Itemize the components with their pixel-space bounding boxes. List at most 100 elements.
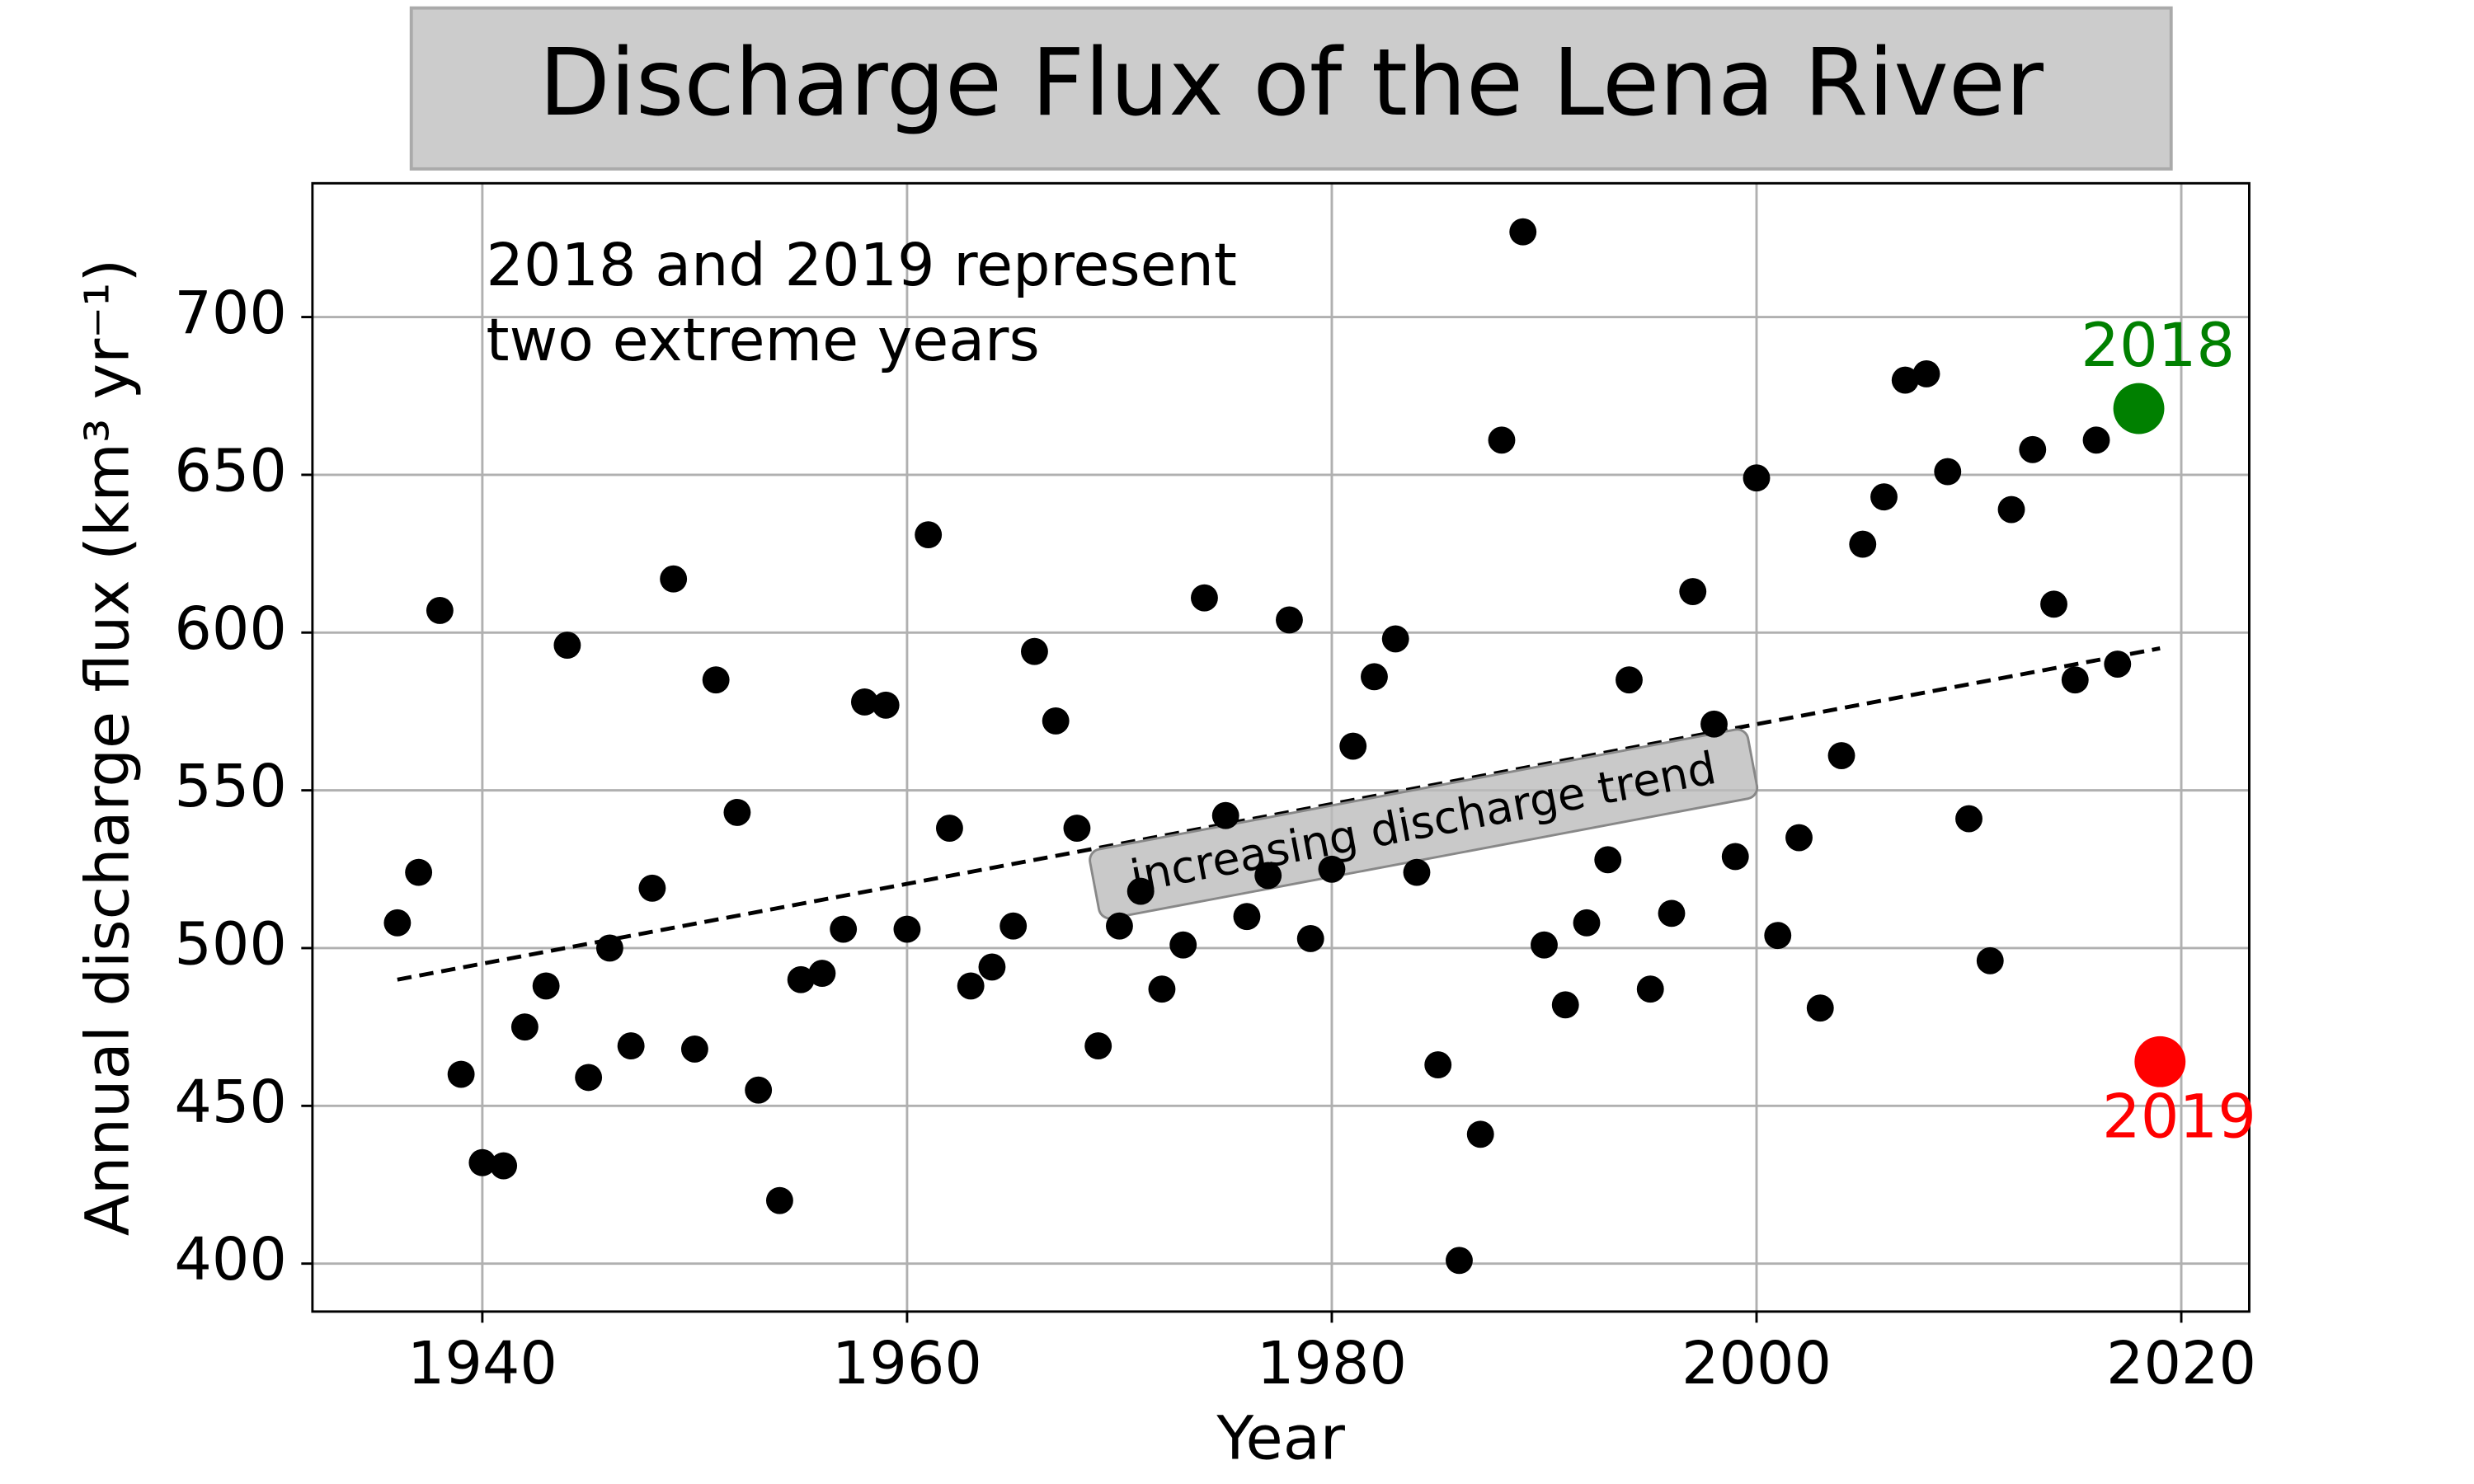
plot-frame xyxy=(311,181,2251,1313)
y-tick-label: 500 xyxy=(174,910,287,979)
data-point xyxy=(1296,925,1324,952)
data-point xyxy=(490,1152,518,1180)
data-point xyxy=(575,1064,603,1092)
data-point xyxy=(1446,1247,1473,1275)
data-point xyxy=(893,915,921,943)
data-point xyxy=(745,1076,773,1104)
data-point xyxy=(405,858,433,886)
y-tick-label: 400 xyxy=(174,1225,287,1294)
data-point xyxy=(723,798,751,826)
data-point xyxy=(2040,590,2067,618)
data-point xyxy=(1042,707,1070,735)
y-tick-label: 600 xyxy=(174,594,287,663)
y-tick-label: 450 xyxy=(174,1068,287,1136)
data-point xyxy=(1976,946,2004,974)
data-point xyxy=(2061,666,2089,694)
data-point xyxy=(830,915,858,943)
data-point xyxy=(978,953,1006,981)
y-tick-label: 650 xyxy=(174,436,287,505)
data-point xyxy=(1148,975,1176,1003)
data-point xyxy=(1636,975,1664,1003)
data-point xyxy=(680,1036,708,1063)
x-tick-label: 1960 xyxy=(832,1329,982,1397)
data-point xyxy=(1934,458,1962,486)
title-box xyxy=(409,6,2173,171)
data-point xyxy=(595,934,623,962)
data-point xyxy=(1381,625,1409,653)
annotation: two extreme years xyxy=(487,306,1040,374)
data-point xyxy=(1063,815,1091,842)
data-point xyxy=(1169,931,1197,959)
data-point xyxy=(1403,858,1431,886)
data-point xyxy=(1466,1120,1494,1148)
trend-label-group: increasing discharge trend xyxy=(1089,728,1759,920)
data-point xyxy=(1806,994,1834,1022)
data-point xyxy=(510,1013,539,1041)
data-point xyxy=(702,666,730,694)
data-point xyxy=(872,691,900,719)
x-tick-label: 1980 xyxy=(1257,1329,1407,1397)
data-point xyxy=(1955,805,1982,833)
data-point xyxy=(1594,846,1622,874)
data-point xyxy=(383,909,412,937)
data-point xyxy=(1700,710,1728,738)
highlight-point xyxy=(2113,383,2165,434)
data-point xyxy=(1191,584,1218,612)
data-point xyxy=(1233,903,1261,931)
data-point xyxy=(1126,877,1155,905)
data-point xyxy=(1488,426,1516,454)
data-point xyxy=(1531,931,1558,959)
data-point xyxy=(2019,435,2047,463)
data-point xyxy=(1276,606,1303,634)
data-point xyxy=(1912,360,1940,387)
data-point xyxy=(787,965,815,993)
data-point xyxy=(1339,732,1367,760)
data-point xyxy=(1021,637,1048,665)
data-point xyxy=(957,972,985,1000)
data-point xyxy=(1721,843,1749,871)
data-point xyxy=(765,1186,793,1214)
y-tick-label: 700 xyxy=(174,279,287,347)
x-tick-label: 2020 xyxy=(2106,1329,2256,1397)
annotation: 2018 and 2019 represent xyxy=(487,231,1237,299)
data-point xyxy=(2082,426,2110,454)
data-point xyxy=(1254,862,1282,890)
data-point xyxy=(808,960,836,988)
data-point xyxy=(1509,218,1537,246)
data-point xyxy=(1764,922,1792,950)
x-tick-label: 2000 xyxy=(1681,1329,1832,1397)
data-point xyxy=(850,688,878,716)
x-axis-label: Year xyxy=(1216,1403,1345,1473)
data-point xyxy=(447,1060,475,1088)
data-point xyxy=(1870,483,1898,511)
data-point xyxy=(1849,530,1877,558)
data-point xyxy=(1891,366,1919,394)
data-point xyxy=(935,815,963,842)
data-point xyxy=(1573,909,1601,937)
trend-line xyxy=(397,646,2161,982)
data-point xyxy=(660,565,688,593)
chart-title: Discharge Flux of the Lena River xyxy=(539,30,2044,137)
data-point xyxy=(1827,742,1856,769)
y-tick-label: 550 xyxy=(174,752,287,820)
y-axis-label: Annual discharge flux (km³ yr⁻¹) xyxy=(73,259,143,1236)
data-point xyxy=(1785,824,1813,852)
highlight-label: 2018 xyxy=(2081,311,2235,381)
data-point xyxy=(638,874,666,902)
data-point xyxy=(468,1148,496,1176)
data-point xyxy=(1211,801,1239,829)
data-point xyxy=(999,912,1028,940)
data-point xyxy=(1658,899,1686,928)
data-point xyxy=(1318,855,1346,883)
highlight-label: 2019 xyxy=(2102,1082,2256,1152)
data-point xyxy=(1616,666,1643,694)
data-point xyxy=(1361,663,1388,691)
highlight-point xyxy=(2134,1036,2186,1087)
data-point xyxy=(532,972,560,1000)
data-point xyxy=(1997,495,2025,524)
data-point xyxy=(553,632,581,660)
x-tick-label: 1940 xyxy=(407,1329,557,1397)
data-point xyxy=(1679,578,1707,605)
data-point xyxy=(1743,464,1771,492)
